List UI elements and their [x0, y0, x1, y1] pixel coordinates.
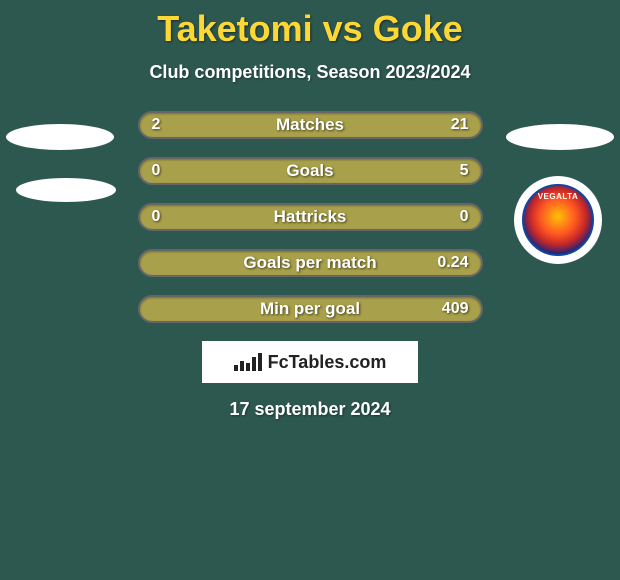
stat-row: Min per goal 409 — [20, 295, 600, 323]
stat-left-value: 0 — [152, 208, 161, 226]
stat-row: 2 Matches 21 — [20, 111, 600, 139]
subtitle: Club competitions, Season 2023/2024 — [0, 62, 620, 83]
stat-label: Hattricks — [274, 207, 347, 227]
stat-row: 0 Goals 5 — [20, 157, 600, 185]
page-title: Taketomi vs Goke — [0, 0, 620, 50]
stat-row: 0 Hattricks 0 — [20, 203, 600, 231]
date-text: 17 september 2024 — [0, 399, 620, 420]
stat-label: Min per goal — [260, 299, 360, 319]
footer-brand-badge[interactable]: FcTables.com — [202, 341, 418, 383]
stat-bar-min-per-goal: Min per goal 409 — [138, 295, 483, 323]
footer-brand-text: FcTables.com — [268, 352, 387, 373]
stat-bar-matches: 2 Matches 21 — [138, 111, 483, 139]
stat-label: Goals per match — [243, 253, 376, 273]
stat-bar-goals-per-match: Goals per match 0.24 — [138, 249, 483, 277]
stat-right-value: 0 — [460, 208, 469, 226]
bar-chart-icon — [234, 353, 262, 371]
stat-row: Goals per match 0.24 — [20, 249, 600, 277]
stat-label: Matches — [276, 115, 344, 135]
stat-right-value: 21 — [451, 116, 469, 134]
stat-bar-hattricks: 0 Hattricks 0 — [138, 203, 483, 231]
stat-left-value: 2 — [152, 116, 161, 134]
stat-left-value: 0 — [152, 162, 161, 180]
stat-right-value: 5 — [460, 162, 469, 180]
stat-right-value: 409 — [442, 300, 469, 318]
stat-bar-goals: 0 Goals 5 — [138, 157, 483, 185]
stat-right-value: 0.24 — [437, 254, 468, 272]
stats-area: 2 Matches 21 0 Goals 5 0 Hattricks 0 Goa… — [0, 111, 620, 323]
stat-label: Goals — [286, 161, 333, 181]
